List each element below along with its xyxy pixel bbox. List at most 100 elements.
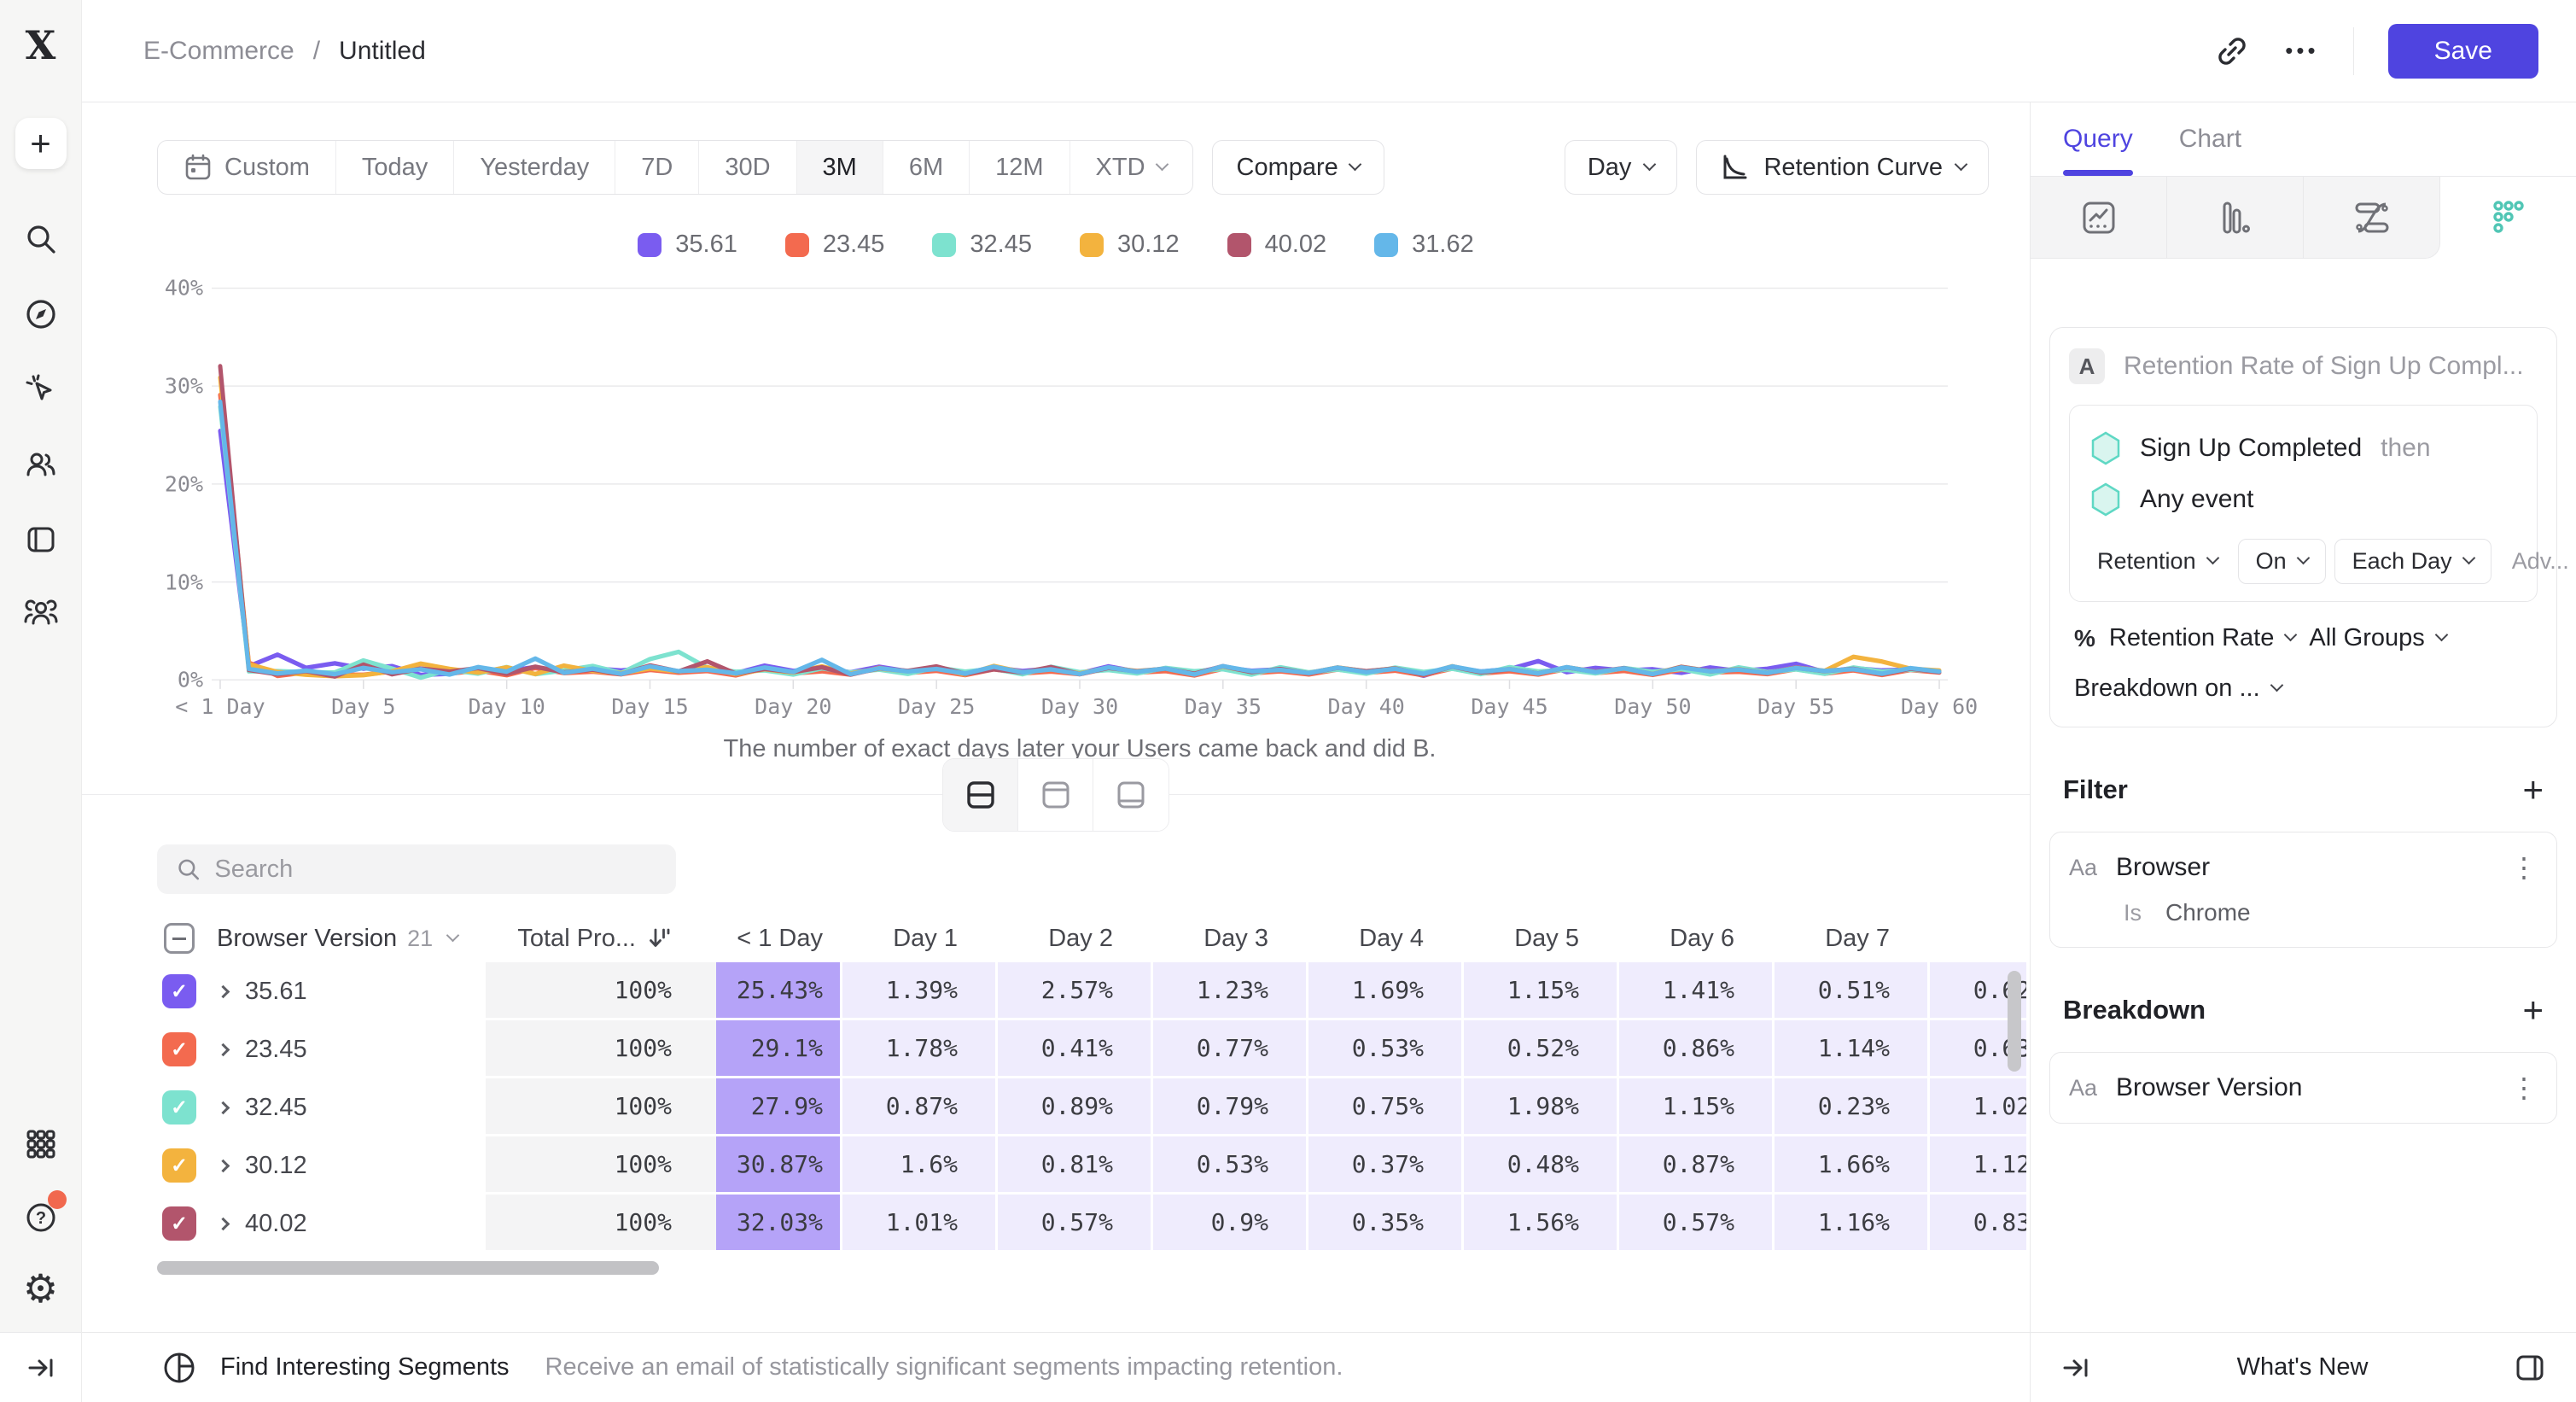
vertical-scrollbar[interactable]: [2008, 971, 2021, 1072]
granularity-dropdown[interactable]: Day: [1564, 140, 1678, 195]
step-title[interactable]: Retention Rate of Sign Up Compl...: [2124, 352, 2524, 380]
advanced-dropdown[interactable]: Adv...: [2511, 548, 2569, 574]
event-b-row[interactable]: Any event: [2085, 474, 2521, 525]
range-7d[interactable]: 7D: [615, 141, 700, 194]
day-column-header[interactable]: Day 7: [1825, 924, 1890, 952]
range-30d[interactable]: 30D: [699, 141, 797, 194]
range-12m[interactable]: 12M: [970, 141, 1070, 194]
tab-chart[interactable]: Chart: [2178, 125, 2242, 153]
row-expander[interactable]: [216, 1217, 230, 1230]
group-by-column-header[interactable]: Browser Version: [217, 924, 398, 952]
kebab-menu-icon[interactable]: [2510, 854, 2538, 881]
select-all-checkbox[interactable]: [164, 923, 195, 954]
series-line-31.62[interactable]: [218, 399, 1942, 677]
row-expander[interactable]: [216, 1101, 230, 1114]
breakdown-on-dropdown[interactable]: Breakdown on ...: [2074, 675, 2283, 703]
x-tick-label: Day 35: [1184, 694, 1262, 719]
range-yesterday[interactable]: Yesterday: [454, 141, 616, 194]
row-checkbox[interactable]: [162, 1090, 196, 1125]
day-column-header[interactable]: < 1 Day: [737, 924, 823, 952]
apps-grid-icon[interactable]: [19, 1122, 63, 1166]
more-options-icon[interactable]: •••: [2285, 38, 2319, 63]
row-checkbox[interactable]: [162, 1148, 196, 1183]
explore-compass-icon[interactable]: [19, 292, 63, 336]
report-type-insights-button[interactable]: [2031, 177, 2167, 259]
day-column-header[interactable]: Day 5: [1514, 924, 1579, 952]
legend-item[interactable]: 31.62: [1374, 231, 1474, 259]
total-column-header[interactable]: Total Pro...: [486, 914, 716, 962]
mixpanel-logo-icon[interactable]: [26, 22, 56, 68]
event-a-row[interactable]: Sign Up Completed then: [2085, 423, 2521, 474]
boards-icon[interactable]: [19, 517, 63, 562]
range-3m[interactable]: 3M: [796, 141, 883, 194]
day-column-header[interactable]: Day 2: [1048, 924, 1113, 952]
layout-chart-button[interactable]: [1018, 759, 1093, 831]
breakdown-card[interactable]: Aa Browser Version: [2049, 1052, 2557, 1124]
report-type-flows-button[interactable]: [2304, 177, 2440, 259]
search-input[interactable]: [214, 855, 657, 884]
legend-item[interactable]: 32.45: [932, 231, 1032, 259]
layout-split-button[interactable]: [943, 759, 1018, 831]
series-line-32.45[interactable]: [218, 404, 1942, 681]
series-line-40.02[interactable]: [218, 364, 1942, 679]
save-button[interactable]: Save: [2387, 23, 2538, 79]
cohorts-icon[interactable]: [19, 593, 63, 637]
layout-table-button[interactable]: [1093, 759, 1169, 831]
range-6m[interactable]: 6M: [883, 141, 970, 194]
row-checkbox[interactable]: [162, 1206, 196, 1241]
copy-link-icon[interactable]: [2213, 32, 2251, 70]
users-icon[interactable]: [19, 442, 63, 487]
series-line-30.12[interactable]: [218, 375, 1942, 679]
filter-card[interactable]: Aa Browser Is Chrome: [2049, 832, 2557, 948]
line-chart[interactable]: [212, 281, 1948, 691]
expand-sidebar-icon[interactable]: [25, 1352, 57, 1384]
collapse-panel-icon[interactable]: [2060, 1352, 2092, 1384]
row-expander[interactable]: [216, 1159, 230, 1172]
kebab-menu-icon[interactable]: [2510, 1074, 2538, 1101]
series-line-23.45[interactable]: [218, 392, 1942, 679]
day-column-header[interactable]: Day 6: [1670, 924, 1734, 952]
day-column-header[interactable]: Day 1: [893, 924, 958, 952]
measure-dropdown[interactable]: Retention Rate: [2109, 624, 2298, 652]
report-type-retention-button[interactable]: [2440, 177, 2576, 259]
legend-item[interactable]: 23.45: [784, 231, 884, 259]
legend-item[interactable]: 35.61: [638, 231, 737, 259]
row-expander[interactable]: [216, 1043, 230, 1056]
filter-value[interactable]: Chrome: [2165, 899, 2251, 926]
row-expander[interactable]: [216, 984, 230, 998]
create-new-button[interactable]: [15, 118, 67, 169]
range-today[interactable]: Today: [336, 141, 455, 194]
retention-cell: 0.23%: [1772, 1078, 1927, 1136]
report-type-funnels-button[interactable]: [2167, 177, 2304, 259]
compare-button[interactable]: Compare: [1211, 140, 1384, 195]
chart-view-dropdown[interactable]: Retention Curve: [1696, 140, 1989, 195]
row-checkbox[interactable]: [162, 1032, 196, 1066]
retention-mode-dropdown[interactable]: Retention: [2085, 540, 2229, 583]
filter-operator[interactable]: Is: [2124, 899, 2142, 926]
breadcrumb-project[interactable]: E-Commerce: [143, 36, 294, 65]
legend-item[interactable]: 40.02: [1227, 231, 1326, 259]
row-checkbox[interactable]: [162, 974, 196, 1008]
events-click-icon[interactable]: [19, 367, 63, 412]
help-icon[interactable]: ?: [19, 1190, 67, 1240]
legend-item[interactable]: 30.12: [1080, 231, 1180, 259]
find-segments-button[interactable]: Find Interesting Segments: [220, 1353, 510, 1381]
series-line-35.61[interactable]: [218, 428, 1942, 679]
add-breakdown-button[interactable]: [2522, 992, 2544, 1028]
tab-query[interactable]: Query: [2063, 102, 2133, 176]
add-filter-button[interactable]: [2522, 772, 2544, 808]
search-icon[interactable]: [19, 217, 63, 261]
groups-dropdown[interactable]: All Groups: [2309, 624, 2449, 652]
panel-layout-icon[interactable]: [2513, 1351, 2547, 1385]
chevron-down-icon: [1348, 157, 1362, 171]
settings-gear-icon[interactable]: [23, 1269, 58, 1308]
breadcrumb-report-title[interactable]: Untitled: [339, 36, 426, 65]
horizontal-scrollbar[interactable]: [157, 1261, 659, 1275]
range-custom[interactable]: Custom: [158, 141, 336, 194]
range-xtd[interactable]: XTD: [1070, 141, 1192, 194]
on-dropdown[interactable]: On: [2237, 539, 2326, 584]
whats-new-link[interactable]: What's New: [2236, 1353, 2369, 1381]
interval-dropdown[interactable]: Each Day: [2334, 539, 2491, 584]
day-column-header[interactable]: Day 4: [1359, 924, 1424, 952]
day-column-header[interactable]: Day 3: [1203, 924, 1268, 952]
